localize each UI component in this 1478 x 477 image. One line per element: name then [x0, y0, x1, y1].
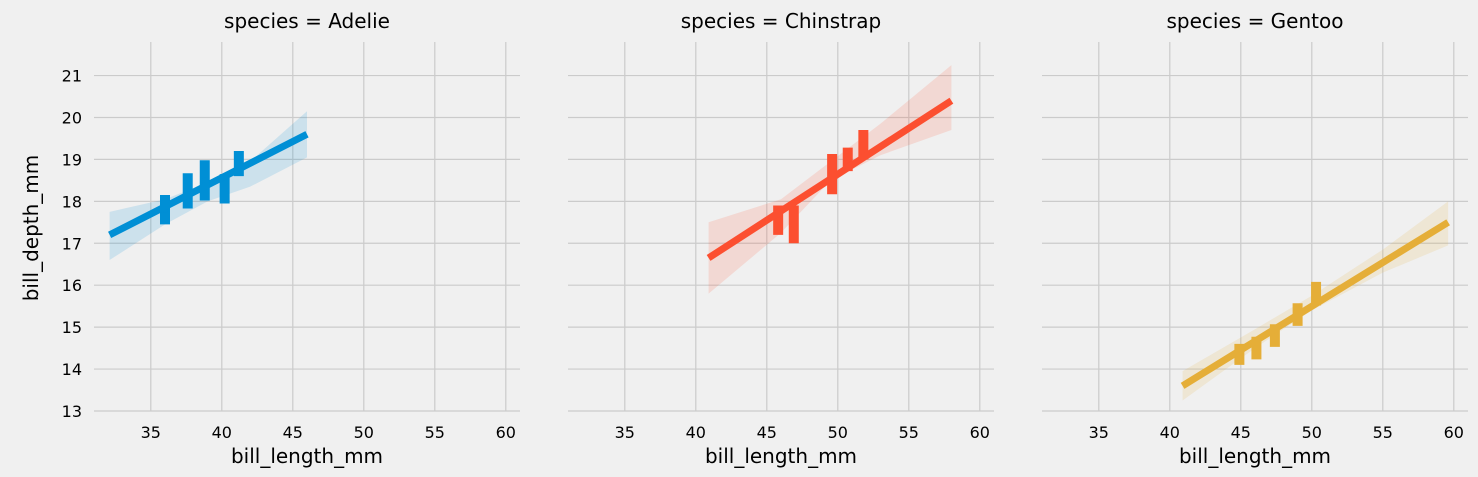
y-tick-label: 20 — [62, 108, 82, 127]
data-point — [844, 156, 851, 163]
data-point — [860, 141, 867, 148]
data-point — [775, 217, 782, 224]
x-tick-label: 50 — [1302, 423, 1322, 442]
x-tick-label: 50 — [354, 423, 374, 442]
x-tick-label: 35 — [615, 423, 635, 442]
x-axis-label: bill_length_mm — [1179, 444, 1331, 468]
panel-title: species = Gentoo — [1167, 9, 1344, 33]
y-tick-label: 14 — [62, 360, 82, 379]
regression-line — [706, 97, 954, 261]
panel-title: species = Chinstrap — [681, 9, 881, 33]
data-point — [221, 185, 228, 192]
y-tick-label: 16 — [62, 276, 82, 295]
x-tick-label: 35 — [141, 423, 161, 442]
y-tick-label: 19 — [62, 150, 82, 169]
x-tick-label: 40 — [1160, 423, 1180, 442]
x-tick-label: 35 — [1089, 423, 1109, 442]
regression-line — [1180, 219, 1450, 389]
x-tick-label: 40 — [686, 423, 706, 442]
y-axis-label: bill_depth_mm — [19, 155, 43, 302]
x-tick-label: 45 — [757, 423, 777, 442]
x-tick-label: 60 — [970, 423, 990, 442]
panel-title: species = Adelie — [224, 9, 390, 33]
x-tick-label: 55 — [1373, 423, 1393, 442]
x-axis-label: bill_length_mm — [231, 444, 383, 468]
y-tick-label: 21 — [62, 67, 82, 86]
y-tick-label: 13 — [62, 402, 82, 421]
x-tick-label: 45 — [283, 423, 303, 442]
x-tick-label: 55 — [425, 423, 445, 442]
x-tick-label: 40 — [212, 423, 232, 442]
x-tick-label: 60 — [1444, 423, 1464, 442]
x-tick-label: 45 — [1231, 423, 1251, 442]
x-tick-label: 50 — [828, 423, 848, 442]
data-point — [790, 221, 797, 228]
x-axis-label: bill_length_mm — [705, 444, 857, 468]
x-tick-label: 55 — [899, 423, 919, 442]
y-tick-label: 17 — [62, 234, 82, 253]
data-point — [1313, 290, 1320, 297]
y-tick-label: 18 — [62, 192, 82, 211]
x-tick-label: 60 — [496, 423, 516, 442]
regression-line — [108, 131, 309, 239]
data-point — [1253, 345, 1260, 352]
y-tick-label: 15 — [62, 318, 82, 337]
